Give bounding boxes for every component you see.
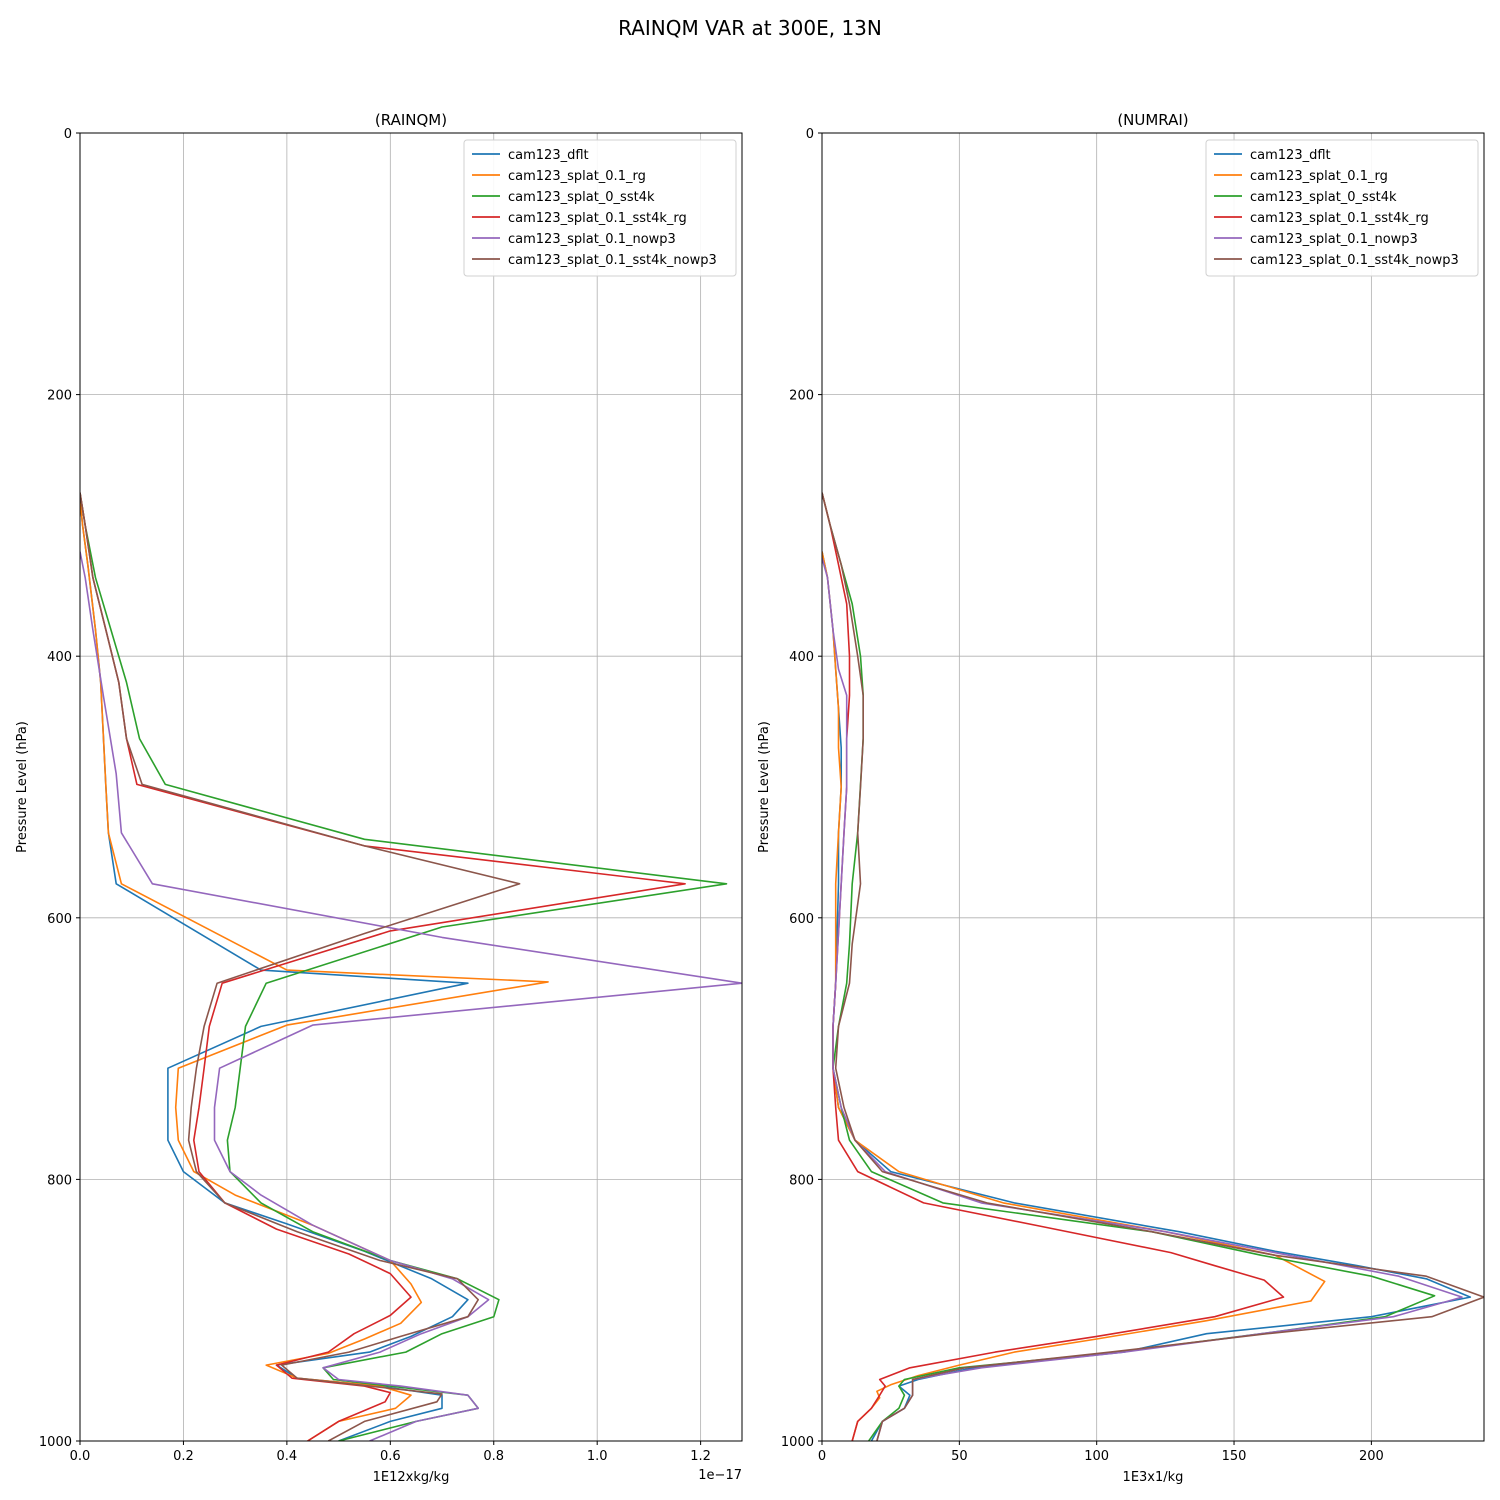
legend-label: cam123_splat_0.1_nowp3: [1250, 232, 1418, 247]
y-tick-label: 800: [789, 1173, 814, 1188]
series-line-cam123_splat_0.1_sst4k_rg: [822, 492, 1285, 1441]
axes-frame: [79, 132, 743, 1442]
series-line-cam123_splat_0.1_sst4k_nowp3: [822, 492, 1484, 1441]
series-group: [80, 492, 742, 1441]
series-line-cam123_splat_0.1_nowp3: [822, 557, 1463, 1441]
x-tick-label: 50: [951, 1449, 968, 1464]
y-tick-label: 400: [47, 650, 72, 665]
series-line-cam123_splat_0.1_sst4k_nowp3: [80, 492, 521, 1441]
x-tick-label: 100: [1084, 1449, 1109, 1464]
series-line-cam123_dflt: [80, 499, 469, 1441]
x-tick-label: 1.2: [690, 1449, 711, 1464]
legend: cam123_dflt cam123_splat_0.1_rg cam123_spl…: [463, 139, 737, 277]
x-tick-label: 0: [818, 1449, 826, 1464]
x-tick-label: 150: [1222, 1449, 1247, 1464]
legend-label: cam123_dflt: [1250, 148, 1331, 163]
rainqm-panel: 0.0 0.2 0.4 0.6 0.8 1.0 1.2 0 200 400 600 800 1000 (R…: [15, 111, 743, 1485]
y-tick-label: 200: [47, 389, 72, 404]
x-axis-label: 1E12xkg/kg: [373, 1470, 450, 1485]
legend-label: cam123_splat_0_sst4k: [508, 190, 655, 205]
x-offset-text: 1e−17: [698, 1468, 742, 1483]
series-group: [822, 492, 1484, 1441]
figure-title: RAINQM VAR at 300E, 13N: [618, 16, 882, 40]
y-tick-label: 800: [47, 1173, 72, 1188]
series-line-cam123_splat_0_sst4k: [822, 492, 1436, 1441]
y-tick-label: 400: [789, 650, 814, 665]
series-line-cam123_dflt: [822, 551, 1472, 1441]
series-line-cam123_splat_0.1_nowp3: [80, 551, 742, 1441]
legend-label: cam123_splat_0.1_sst4k_rg: [1250, 211, 1429, 226]
y-tick-label: 600: [789, 912, 814, 927]
series-line-cam123_splat_0_sst4k: [80, 492, 728, 1441]
legend-label: cam123_dflt: [508, 148, 589, 163]
legend-label: cam123_splat_0.1_rg: [508, 169, 646, 184]
panel-title: (RAINQM): [375, 111, 447, 129]
legend-box: [1205, 139, 1479, 277]
legend-label: cam123_splat_0.1_rg: [1250, 169, 1388, 184]
numrai-panel: 0 50 100 150 200 0 200 400 600 800 1000 (NUMRAI) 1E3…: [757, 111, 1485, 1485]
legend-box: [463, 139, 737, 277]
legend-label: cam123_splat_0.1_sst4k_nowp3: [508, 253, 717, 268]
x-tick-label: 0.8: [483, 1449, 504, 1464]
series-line-cam123_splat_0.1_sst4k_rg: [80, 492, 686, 1441]
y-axis-label: Pressure Level (hPa): [15, 721, 30, 853]
x-tick-label: 0.0: [70, 1449, 91, 1464]
x-tick-label: 0.4: [277, 1449, 298, 1464]
x-tick-label: 1.0: [587, 1449, 608, 1464]
legend-label: cam123_splat_0.1_sst4k_rg: [508, 211, 687, 226]
y-tick-label: 600: [47, 912, 72, 927]
y-tick-label: 1000: [781, 1435, 814, 1450]
axes-frame: [821, 132, 1485, 1442]
y-tick-label: 0: [64, 127, 72, 142]
legend-label: cam123_splat_0.1_sst4k_nowp3: [1250, 253, 1459, 268]
x-tick-label: 0.2: [173, 1449, 194, 1464]
x-axis-label: 1E3x1/kg: [1123, 1470, 1184, 1485]
y-axis-label: Pressure Level (hPa): [757, 721, 772, 853]
series-line-cam123_splat_0.1_rg: [822, 551, 1326, 1441]
legend-label: cam123_splat_0_sst4k: [1250, 190, 1397, 205]
y-tick-label: 0: [806, 127, 814, 142]
legend-label: cam123_splat_0.1_nowp3: [508, 232, 676, 247]
panel-title: (NUMRAI): [1117, 111, 1188, 129]
y-tick-label: 200: [789, 389, 814, 404]
y-tick-label: 1000: [39, 1435, 72, 1450]
x-tick-label: 0.6: [380, 1449, 401, 1464]
legend: cam123_dflt cam123_splat_0.1_rg cam123_spl…: [1205, 139, 1479, 277]
x-tick-label: 200: [1359, 1449, 1384, 1464]
